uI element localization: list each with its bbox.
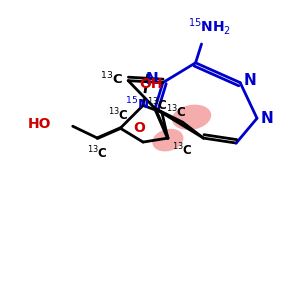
Text: $^{13}$C: $^{13}$C: [100, 70, 123, 87]
Text: $^{13}$C: $^{13}$C: [147, 97, 168, 114]
Text: $^{13}$C: $^{13}$C: [172, 142, 193, 159]
Text: O: O: [133, 121, 145, 135]
Text: HO: HO: [27, 117, 51, 131]
Text: OH: OH: [139, 77, 163, 91]
Text: $^{13}$C: $^{13}$C: [166, 104, 187, 121]
Text: $^{13}$C: $^{13}$C: [87, 145, 108, 162]
Text: $^{13}$C: $^{13}$C: [108, 107, 129, 123]
Text: N: N: [261, 111, 274, 126]
Text: $^{15}$NH$_2$: $^{15}$NH$_2$: [188, 16, 231, 37]
Text: $^{15}$N: $^{15}$N: [125, 96, 149, 113]
Ellipse shape: [172, 105, 211, 130]
Text: N: N: [145, 72, 158, 87]
Ellipse shape: [152, 129, 183, 152]
Text: N: N: [244, 73, 257, 88]
